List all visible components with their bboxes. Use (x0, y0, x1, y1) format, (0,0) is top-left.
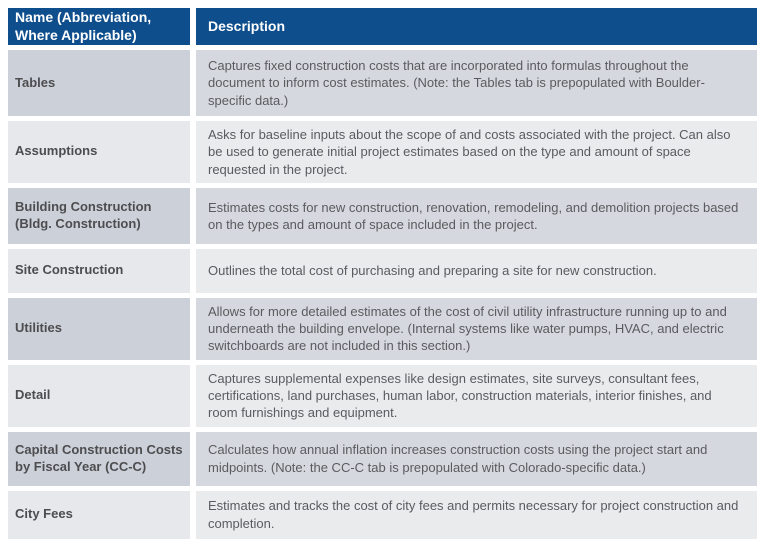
table-row-site-construction: Site Construction Outlines the total cos… (8, 248, 757, 293)
row-description: Captures fixed construction costs that a… (196, 50, 757, 116)
tab-description-table: Name (Abbreviation, Where Applicable) De… (8, 8, 757, 542)
row-description: Estimates and tracks the cost of city fe… (196, 490, 757, 539)
row-description: Outlines the total cost of purchasing an… (196, 248, 757, 293)
column-header-name: Name (Abbreviation, Where Applicable) (8, 8, 190, 45)
table-row-building-construction: Building Construction (Bldg. Constructio… (8, 187, 757, 244)
row-name: City Fees (8, 490, 190, 539)
row-name: Capital Construction Costs by Fiscal Yea… (8, 431, 190, 486)
row-name: Utilities (8, 297, 190, 360)
row-name: Site Construction (8, 248, 190, 293)
column-header-description: Description (196, 8, 757, 45)
table-row-city-fees: City Fees Estimates and tracks the cost … (8, 490, 757, 539)
table-row-utilities: Utilities Allows for more detailed estim… (8, 297, 757, 360)
table-row-assumptions: Assumptions Asks for baseline inputs abo… (8, 121, 757, 183)
table-row-capital-construction-costs: Capital Construction Costs by Fiscal Yea… (8, 431, 757, 486)
row-name: Building Construction (Bldg. Constructio… (8, 187, 190, 244)
row-description: Asks for baseline inputs about the scope… (196, 121, 757, 183)
row-description: Captures supplemental expenses like desi… (196, 364, 757, 427)
row-name: Tables (8, 50, 190, 116)
table-header-row: Name (Abbreviation, Where Applicable) De… (8, 8, 757, 45)
row-description: Allows for more detailed estimates of th… (196, 297, 757, 360)
table-row-tables: Tables Captures fixed construction costs… (8, 50, 757, 116)
row-description: Estimates costs for new construction, re… (196, 187, 757, 244)
row-description: Calculates how annual inflation increase… (196, 431, 757, 486)
table-row-detail: Detail Captures supplemental expenses li… (8, 364, 757, 427)
row-name: Detail (8, 364, 190, 427)
row-name: Assumptions (8, 121, 190, 183)
